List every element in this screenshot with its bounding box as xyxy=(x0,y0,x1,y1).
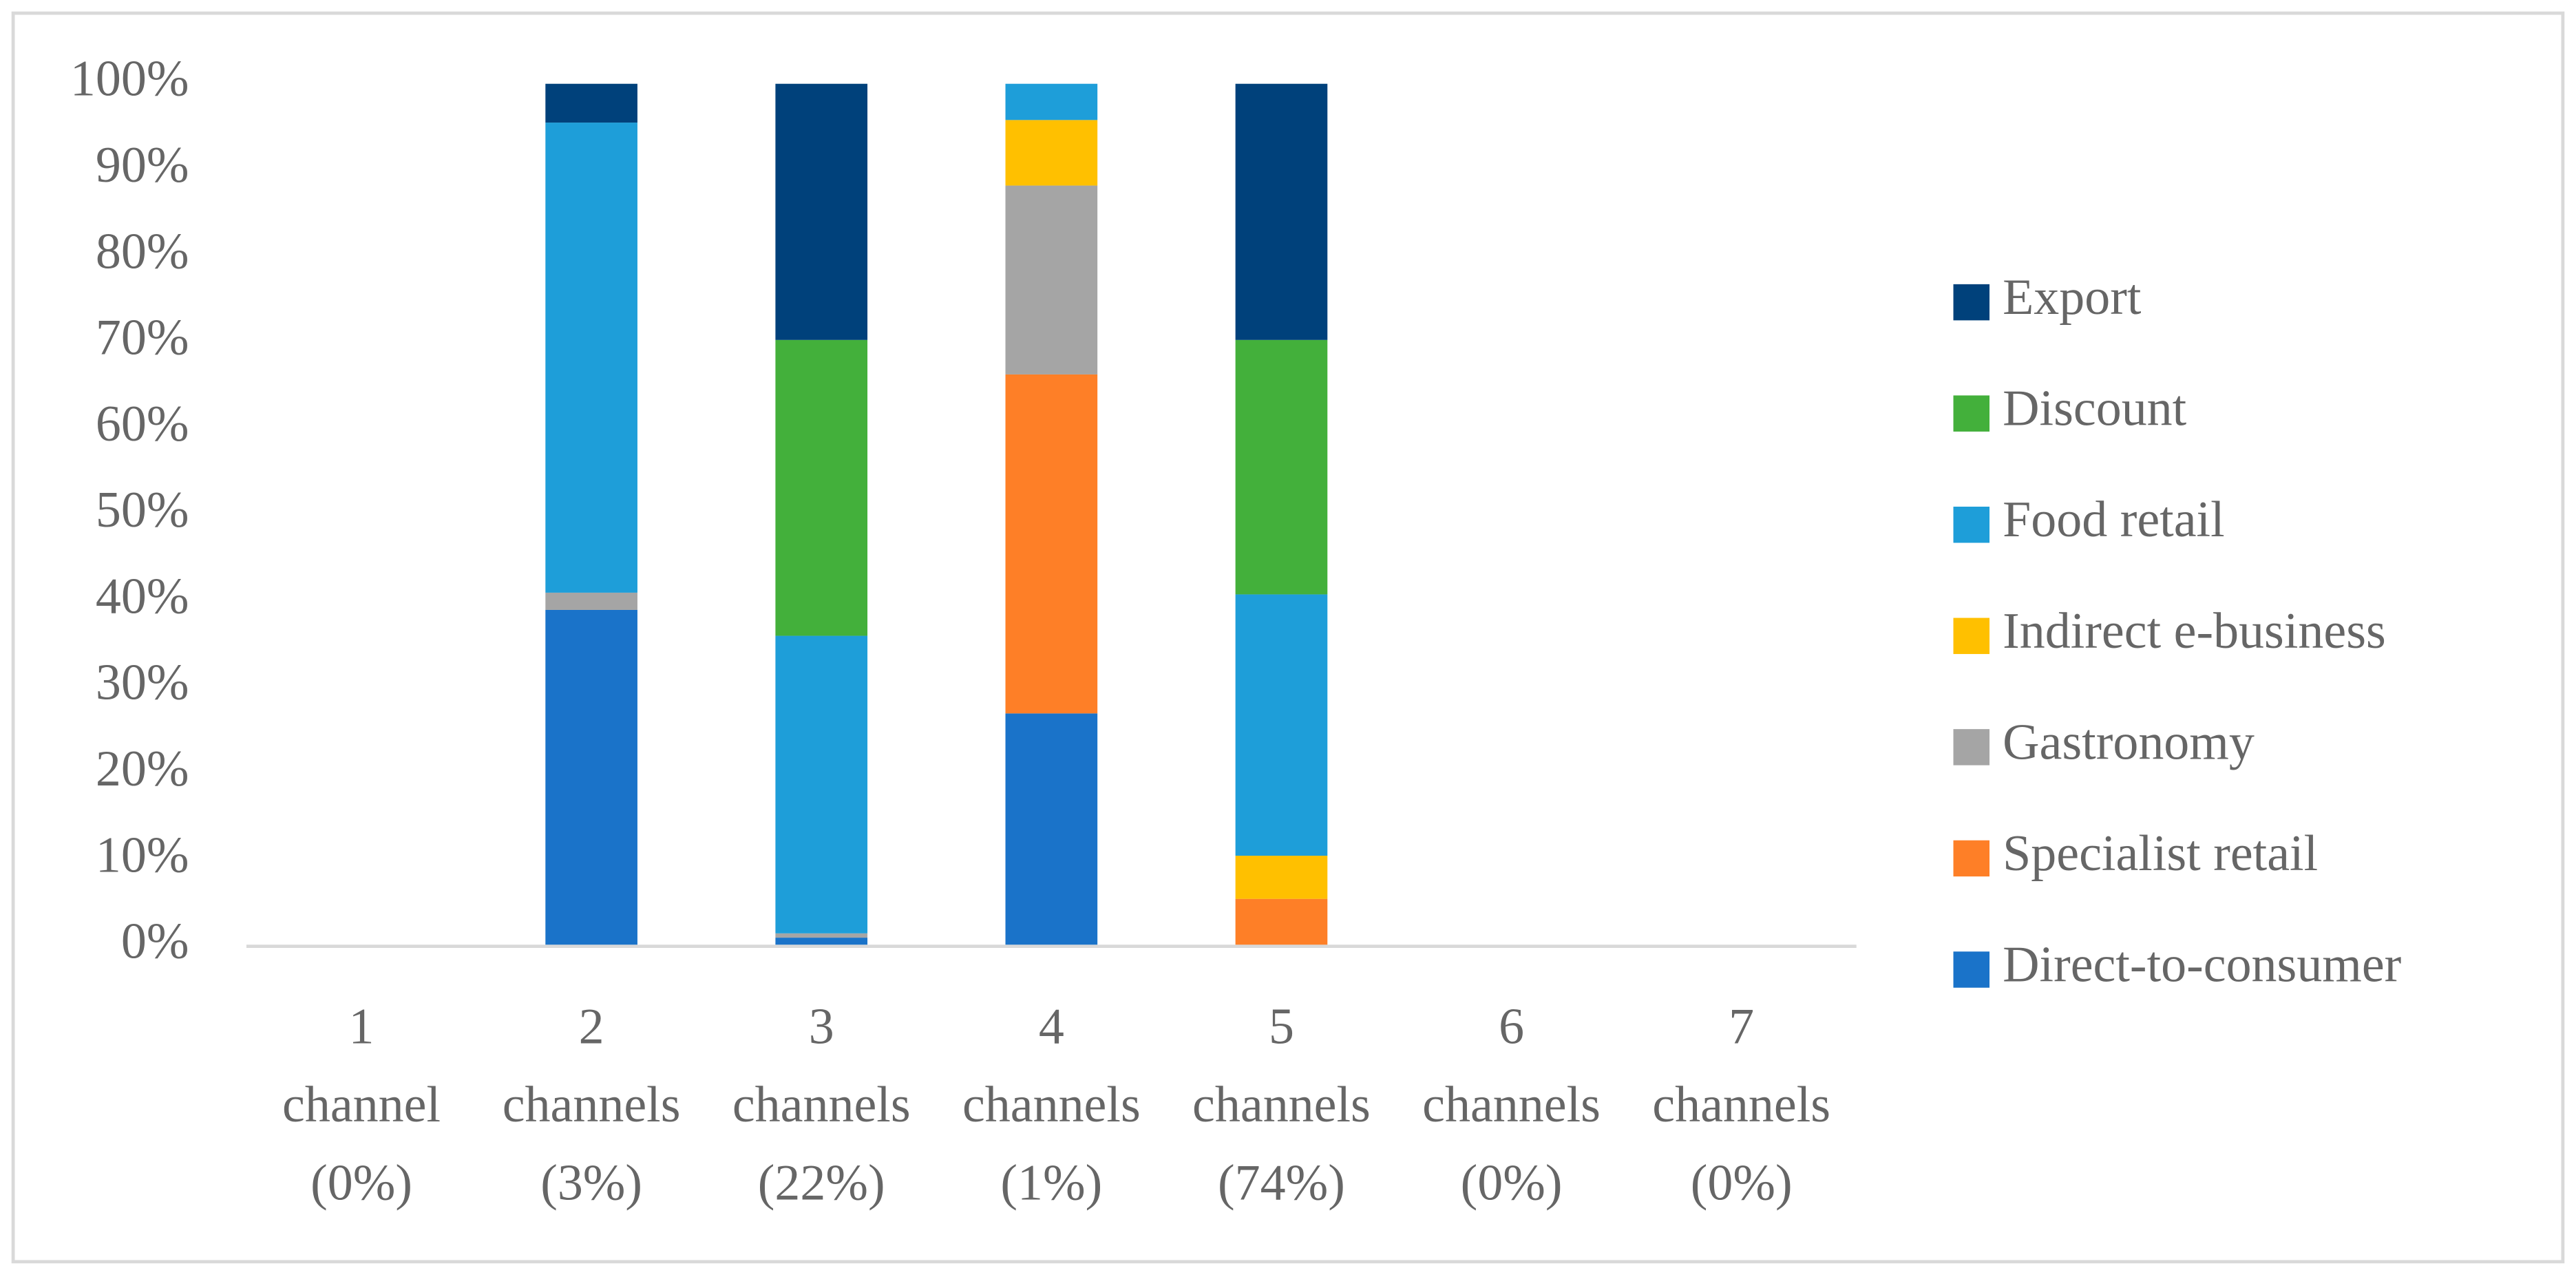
legend-swatch xyxy=(1953,951,1990,988)
legend-label: Direct-to-consumer xyxy=(2003,936,2401,993)
x-tick-label: 6 xyxy=(1499,999,1524,1055)
x-tick-label: (0%) xyxy=(1691,1154,1793,1211)
legend-label: Discount xyxy=(2003,381,2187,437)
bar-segment xyxy=(545,83,637,123)
x-tick-label: 7 xyxy=(1729,999,1754,1055)
bar-segment xyxy=(545,592,637,610)
legend-swatch xyxy=(1953,618,1990,655)
x-tick-label: 1 xyxy=(349,999,374,1055)
x-tick-label: channels xyxy=(1422,1077,1601,1133)
y-tick-label: 90% xyxy=(96,137,189,193)
bar-segment xyxy=(775,83,868,340)
bar-segment xyxy=(775,938,868,947)
x-tick-label: (74%) xyxy=(1218,1154,1345,1211)
x-tick-label: (22%) xyxy=(758,1154,885,1211)
y-tick-label: 100% xyxy=(70,51,189,107)
bar-segment xyxy=(1235,856,1328,899)
legend-swatch xyxy=(1953,506,1990,543)
x-tick-label: 5 xyxy=(1269,999,1294,1055)
bar-segment xyxy=(1235,83,1328,340)
bar-segment xyxy=(1005,83,1098,120)
bar-segment xyxy=(1005,120,1098,186)
y-tick-label: 50% xyxy=(96,482,189,538)
legend-swatch xyxy=(1953,395,1990,432)
bar-segment xyxy=(1235,594,1328,856)
y-tick-label: 0% xyxy=(121,914,189,970)
x-tick-label: channel xyxy=(282,1077,441,1133)
y-tick-label: 70% xyxy=(96,310,189,366)
legend-label: Specialist retail xyxy=(2003,825,2318,882)
bar-segment xyxy=(1235,898,1328,947)
y-tick-label: 20% xyxy=(96,741,189,797)
x-tick-label: (3%) xyxy=(540,1154,642,1211)
y-tick-label: 60% xyxy=(96,396,189,452)
legend-swatch xyxy=(1953,840,1990,877)
bar-segment xyxy=(775,339,868,636)
x-tick-label: 3 xyxy=(809,999,834,1055)
x-tick-label: channels xyxy=(732,1077,911,1133)
x-tick-label: channels xyxy=(1192,1077,1371,1133)
x-tick-label: (1%) xyxy=(1000,1154,1102,1211)
bar-segment xyxy=(1235,339,1328,595)
legend-label: Food retail xyxy=(2003,492,2225,548)
legend-label: Gastronomy xyxy=(2003,714,2255,770)
y-tick-label: 40% xyxy=(96,568,189,624)
bar-segment xyxy=(775,933,868,938)
bar-segment xyxy=(1005,713,1098,947)
bar-segment xyxy=(545,609,637,947)
bar-segment xyxy=(1005,374,1098,714)
y-tick-label: 30% xyxy=(96,655,189,711)
y-tick-label: 80% xyxy=(96,223,189,279)
y-tick-label: 10% xyxy=(96,827,189,883)
x-tick-label: (0%) xyxy=(1461,1154,1563,1211)
x-tick-label: channels xyxy=(1652,1077,1830,1133)
x-tick-label: channels xyxy=(503,1077,681,1133)
x-tick-label: channels xyxy=(962,1077,1141,1133)
x-tick-label: 2 xyxy=(579,999,604,1055)
x-tick-label: 4 xyxy=(1039,999,1064,1055)
x-tick-label: (0%) xyxy=(310,1154,412,1211)
legend-swatch xyxy=(1953,284,1990,321)
legend-swatch xyxy=(1953,729,1990,766)
bar-segment xyxy=(1005,185,1098,374)
bar-segment xyxy=(545,123,637,593)
bar-segment xyxy=(775,635,868,933)
legend-label: Indirect e-business xyxy=(2003,603,2386,659)
legend-label: Export xyxy=(2003,269,2142,326)
